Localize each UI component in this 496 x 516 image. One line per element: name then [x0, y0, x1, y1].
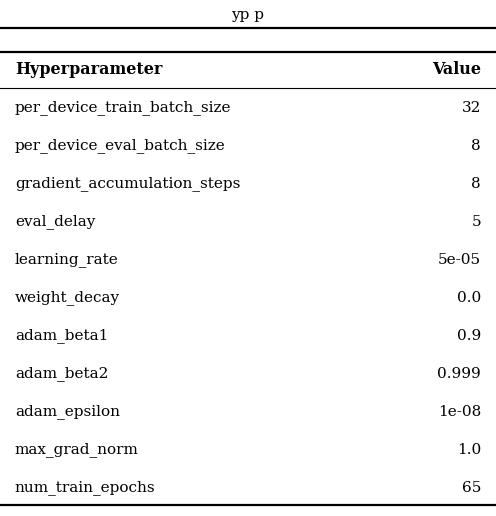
- Text: learning_rate: learning_rate: [15, 252, 119, 267]
- Text: adam_beta2: adam_beta2: [15, 366, 108, 381]
- Text: weight_decay: weight_decay: [15, 291, 120, 305]
- Text: 0.0: 0.0: [457, 291, 481, 305]
- Text: 8: 8: [472, 139, 481, 153]
- Text: 32: 32: [462, 101, 481, 115]
- Text: 1.0: 1.0: [457, 443, 481, 457]
- Text: gradient_accumulation_steps: gradient_accumulation_steps: [15, 176, 240, 191]
- Text: 5e-05: 5e-05: [438, 253, 481, 267]
- Text: 5: 5: [472, 215, 481, 229]
- Text: yp p: yp p: [232, 8, 264, 22]
- Text: per_device_eval_batch_size: per_device_eval_batch_size: [15, 139, 226, 153]
- Text: 8: 8: [472, 177, 481, 191]
- Text: 0.9: 0.9: [457, 329, 481, 343]
- Text: 65: 65: [462, 481, 481, 495]
- Text: Value: Value: [432, 61, 481, 78]
- Text: 0.999: 0.999: [437, 367, 481, 381]
- Text: per_device_train_batch_size: per_device_train_batch_size: [15, 101, 231, 116]
- Text: Hyperparameter: Hyperparameter: [15, 61, 162, 78]
- Text: max_grad_norm: max_grad_norm: [15, 443, 139, 458]
- Text: adam_epsilon: adam_epsilon: [15, 405, 120, 420]
- Text: 1e-08: 1e-08: [438, 405, 481, 419]
- Text: adam_beta1: adam_beta1: [15, 329, 108, 344]
- Text: num_train_epochs: num_train_epochs: [15, 480, 156, 495]
- Text: eval_delay: eval_delay: [15, 215, 95, 230]
